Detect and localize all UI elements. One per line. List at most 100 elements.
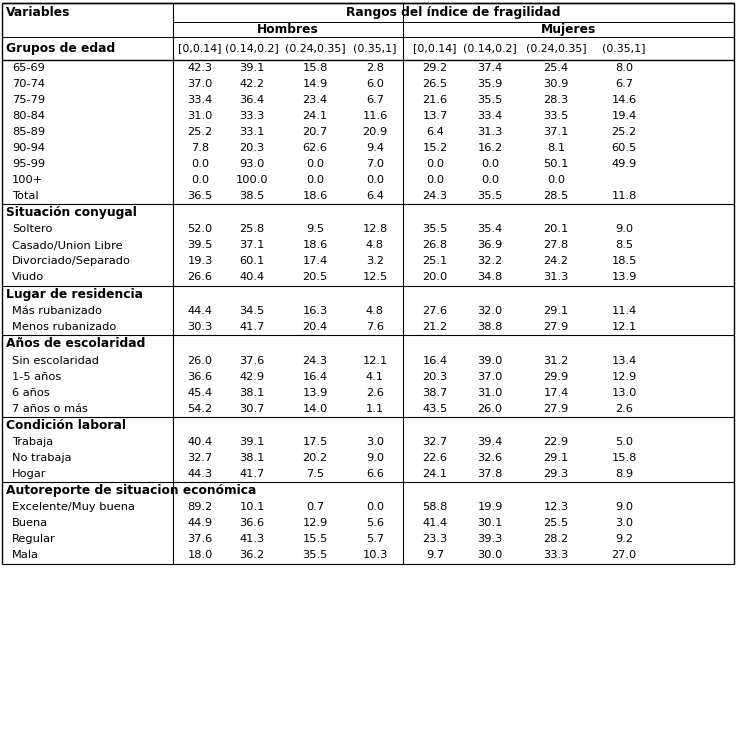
Text: 6 años: 6 años bbox=[12, 387, 50, 397]
Text: [0,0.14]: [0,0.14] bbox=[178, 44, 222, 54]
Text: 3.0: 3.0 bbox=[615, 519, 633, 528]
Text: 15.8: 15.8 bbox=[302, 63, 328, 73]
Text: Hombres: Hombres bbox=[257, 23, 319, 36]
Text: 38.7: 38.7 bbox=[422, 387, 447, 397]
Text: 22.6: 22.6 bbox=[422, 453, 447, 463]
Text: 33.5: 33.5 bbox=[543, 111, 569, 121]
Text: (0.14,0.2]: (0.14,0.2] bbox=[225, 44, 279, 54]
Text: 13.9: 13.9 bbox=[612, 273, 637, 282]
Text: (0.35,1]: (0.35,1] bbox=[353, 44, 397, 54]
Text: 9.0: 9.0 bbox=[366, 453, 384, 463]
Text: 62.6: 62.6 bbox=[302, 143, 328, 153]
Text: 49.9: 49.9 bbox=[612, 159, 637, 169]
Text: 6.4: 6.4 bbox=[366, 191, 384, 201]
Text: 16.4: 16.4 bbox=[302, 371, 328, 381]
Text: 39.1: 39.1 bbox=[239, 63, 265, 73]
Text: 9.4: 9.4 bbox=[366, 143, 384, 153]
Text: 4.8: 4.8 bbox=[366, 306, 384, 316]
Text: 27.6: 27.6 bbox=[422, 306, 447, 316]
Text: 20.2: 20.2 bbox=[302, 453, 328, 463]
Text: 32.7: 32.7 bbox=[188, 453, 213, 463]
Text: 45.4: 45.4 bbox=[188, 387, 213, 397]
Text: 6.0: 6.0 bbox=[366, 79, 384, 89]
Text: 21.2: 21.2 bbox=[422, 322, 447, 332]
Text: 4.8: 4.8 bbox=[366, 241, 384, 251]
Text: Rangos del índice de fragilidad: Rangos del índice de fragilidad bbox=[346, 6, 561, 19]
Text: 40.4: 40.4 bbox=[239, 273, 264, 282]
Text: 26.5: 26.5 bbox=[422, 79, 447, 89]
Text: 39.5: 39.5 bbox=[188, 241, 213, 251]
Text: 25.2: 25.2 bbox=[188, 127, 213, 137]
Text: 11.6: 11.6 bbox=[362, 111, 388, 121]
Text: 25.5: 25.5 bbox=[543, 519, 569, 528]
Text: Regular: Regular bbox=[12, 535, 56, 544]
Text: 27.8: 27.8 bbox=[543, 241, 569, 251]
Text: 37.8: 37.8 bbox=[478, 469, 503, 479]
Text: 44.3: 44.3 bbox=[188, 469, 213, 479]
Text: 0.0: 0.0 bbox=[366, 503, 384, 513]
Text: 3.0: 3.0 bbox=[366, 437, 384, 447]
Text: 30.1: 30.1 bbox=[478, 519, 503, 528]
Text: 35.5: 35.5 bbox=[302, 550, 328, 560]
Text: 17.4: 17.4 bbox=[302, 257, 328, 267]
Text: 19.4: 19.4 bbox=[612, 111, 637, 121]
Text: 70-74: 70-74 bbox=[12, 79, 45, 89]
Text: 90-94: 90-94 bbox=[12, 143, 45, 153]
Text: Años de escolaridad: Años de escolaridad bbox=[6, 337, 146, 350]
Text: 10.1: 10.1 bbox=[239, 503, 265, 513]
Text: 8.9: 8.9 bbox=[615, 469, 633, 479]
Text: 32.7: 32.7 bbox=[422, 437, 447, 447]
Text: 8.1: 8.1 bbox=[547, 143, 565, 153]
Text: 5.0: 5.0 bbox=[615, 437, 633, 447]
Text: 41.7: 41.7 bbox=[239, 322, 265, 332]
Text: 13.9: 13.9 bbox=[302, 387, 328, 397]
Text: Más rubanizado: Más rubanizado bbox=[12, 306, 102, 316]
Text: 16.4: 16.4 bbox=[422, 356, 447, 365]
Text: 22.9: 22.9 bbox=[543, 437, 569, 447]
Text: 6.7: 6.7 bbox=[366, 95, 384, 105]
Text: 39.1: 39.1 bbox=[239, 437, 265, 447]
Text: 0.0: 0.0 bbox=[426, 175, 444, 185]
Text: [0,0.14]: [0,0.14] bbox=[413, 44, 457, 54]
Text: 30.7: 30.7 bbox=[239, 403, 265, 414]
Text: 15.8: 15.8 bbox=[612, 453, 637, 463]
Text: 2.6: 2.6 bbox=[366, 387, 384, 397]
Text: Condición laboral: Condición laboral bbox=[6, 419, 126, 432]
Text: 37.4: 37.4 bbox=[478, 63, 503, 73]
Text: 12.5: 12.5 bbox=[362, 273, 388, 282]
Text: 10.3: 10.3 bbox=[362, 550, 388, 560]
Text: 36.9: 36.9 bbox=[478, 241, 503, 251]
Text: 12.3: 12.3 bbox=[543, 503, 569, 513]
Text: 32.0: 32.0 bbox=[478, 306, 503, 316]
Text: 32.2: 32.2 bbox=[478, 257, 503, 267]
Text: 17.5: 17.5 bbox=[302, 437, 328, 447]
Text: 11.8: 11.8 bbox=[612, 191, 637, 201]
Text: 31.0: 31.0 bbox=[188, 111, 213, 121]
Text: Casado/Union Libre: Casado/Union Libre bbox=[12, 241, 123, 251]
Text: 27.9: 27.9 bbox=[543, 322, 569, 332]
Text: 0.0: 0.0 bbox=[426, 159, 444, 169]
Text: 14.6: 14.6 bbox=[612, 95, 637, 105]
Text: 39.4: 39.4 bbox=[478, 437, 503, 447]
Text: 19.3: 19.3 bbox=[188, 257, 213, 267]
Text: 31.2: 31.2 bbox=[543, 356, 569, 365]
Text: 39.3: 39.3 bbox=[478, 535, 503, 544]
Text: 37.6: 37.6 bbox=[239, 356, 265, 365]
Text: 1-5 años: 1-5 años bbox=[12, 371, 61, 381]
Text: 9.0: 9.0 bbox=[615, 503, 633, 513]
Text: 14.0: 14.0 bbox=[302, 403, 328, 414]
Text: 33.1: 33.1 bbox=[239, 127, 265, 137]
Text: 9.2: 9.2 bbox=[615, 535, 633, 544]
Text: 1.1: 1.1 bbox=[366, 403, 384, 414]
Text: 5.6: 5.6 bbox=[366, 519, 384, 528]
Text: 33.3: 33.3 bbox=[239, 111, 265, 121]
Text: 24.1: 24.1 bbox=[422, 469, 447, 479]
Text: Grupos de edad: Grupos de edad bbox=[6, 42, 116, 55]
Text: Buena: Buena bbox=[12, 519, 48, 528]
Text: 26.0: 26.0 bbox=[188, 356, 213, 365]
Text: 5.7: 5.7 bbox=[366, 535, 384, 544]
Text: 31.0: 31.0 bbox=[478, 387, 503, 397]
Text: Autoreporte de situacion económica: Autoreporte de situacion económica bbox=[6, 484, 256, 498]
Text: 12.9: 12.9 bbox=[302, 519, 328, 528]
Text: 24.3: 24.3 bbox=[422, 191, 447, 201]
